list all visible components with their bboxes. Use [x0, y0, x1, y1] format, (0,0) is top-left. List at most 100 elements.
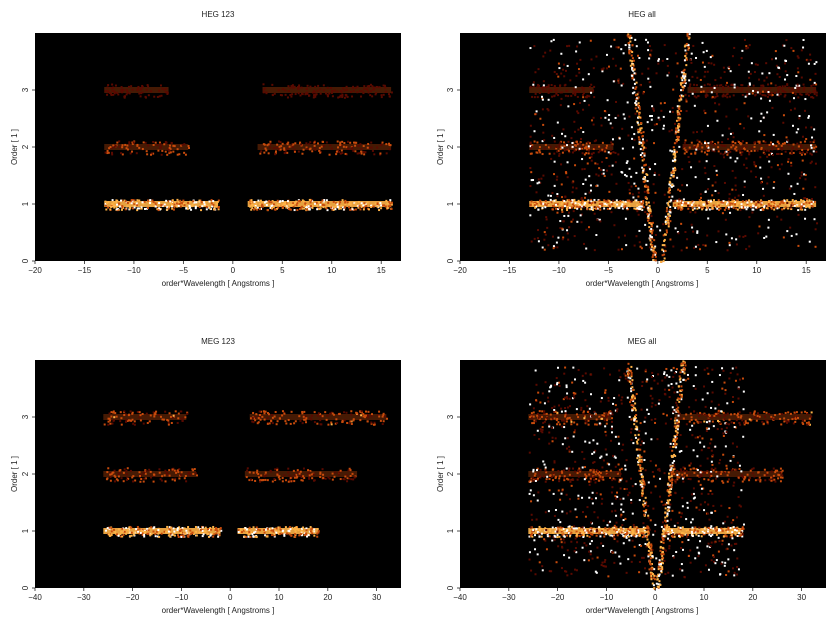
noise-pixel [530, 179, 533, 182]
order-3-pixel [381, 415, 384, 418]
order-3-pixel [688, 85, 691, 88]
zeroth-order-streak-pixel [641, 142, 644, 145]
order-1-pixel [538, 528, 541, 531]
order-1-pixel [118, 202, 121, 205]
order-2-pixel [283, 148, 286, 151]
order-2-pixel [711, 480, 714, 483]
order-2-pixel [616, 472, 619, 475]
noise-pixel [770, 166, 773, 169]
order-3-pixel [335, 418, 338, 421]
order-2-pixel [702, 471, 705, 474]
order-2-pixel [759, 143, 762, 146]
order-2-pixel [585, 142, 588, 145]
order-1-pixel [551, 205, 554, 208]
order-1-pixel [778, 206, 781, 209]
order-3-pixel [786, 421, 789, 424]
noise-pixel [577, 68, 580, 71]
order-2-pixel [585, 146, 588, 149]
order-1-pixel [330, 206, 333, 209]
order-2-pixel [126, 148, 129, 151]
order-3-pixel [769, 93, 772, 96]
order-3-pixel [289, 422, 292, 425]
zeroth-order-streak-pixel [672, 175, 675, 178]
order-3-pixel [768, 413, 771, 416]
noise-pixel [734, 188, 737, 191]
order-1-pixel [204, 526, 207, 529]
order-1-pixel [141, 532, 144, 535]
noise-pixel [648, 166, 651, 169]
order-1-pixel [154, 535, 157, 538]
order-3-pixel [362, 91, 365, 94]
order-1-pixel [283, 534, 286, 537]
order-2-pixel [167, 148, 170, 151]
order-3-pixel [301, 422, 304, 425]
noise-pixel [560, 410, 563, 413]
noise-pixel [706, 124, 709, 127]
noise-pixel [535, 110, 538, 113]
noise-pixel [576, 45, 579, 48]
order-1-pixel [679, 199, 682, 202]
order-2-pixel [779, 467, 782, 470]
order-1-pixel [243, 529, 246, 532]
order-3-pixel [713, 413, 716, 416]
order-3-pixel [180, 410, 183, 413]
noise-pixel [810, 160, 813, 163]
order-2-pixel [530, 477, 533, 480]
noise-pixel [585, 247, 588, 250]
order-1-pixel [611, 203, 614, 206]
noise-pixel [592, 116, 595, 119]
order-1-pixel [723, 208, 726, 211]
order-3-pixel [290, 85, 293, 88]
zeroth-order-streak-pixel [676, 130, 679, 133]
order-1-pixel [601, 528, 604, 531]
order-2-pixel [293, 476, 296, 479]
order-3-pixel [294, 420, 297, 423]
noise-pixel [529, 167, 532, 170]
noise-pixel [568, 211, 571, 214]
order-3-pixel [279, 94, 282, 97]
order-2-pixel [735, 146, 738, 149]
order-2-pixel [308, 475, 311, 478]
noise-pixel [556, 193, 559, 196]
order-2-pixel [345, 153, 348, 156]
order-1-pixel [640, 202, 643, 205]
noise-pixel [637, 195, 640, 198]
zeroth-order-streak-pixel [641, 144, 644, 147]
order-2-pixel [109, 479, 112, 482]
order-2-pixel [188, 147, 191, 150]
noise-pixel [745, 47, 748, 50]
order-1-pixel [740, 528, 743, 531]
order-3-pixel [722, 93, 725, 96]
zeroth-order-streak-pixel [668, 183, 671, 186]
zeroth-order-streak-pixel [645, 185, 648, 188]
order-1-pixel [693, 530, 696, 533]
order-3-pixel [574, 92, 577, 95]
order-3-pixel [529, 416, 532, 419]
order-1-pixel [674, 206, 677, 209]
order-2-pixel [536, 467, 539, 470]
order-3-pixel [345, 88, 348, 91]
order-3-pixel [583, 417, 586, 420]
order-3-pixel [137, 85, 140, 88]
order-1-pixel [332, 200, 335, 203]
order-2-pixel [259, 480, 262, 483]
noise-pixel [604, 116, 607, 119]
order-1-pixel [380, 207, 383, 210]
order-2-pixel [727, 471, 730, 474]
order-2-pixel [112, 144, 115, 147]
noise-pixel [669, 503, 672, 506]
noise-pixel [762, 148, 765, 151]
noise-pixel [618, 206, 621, 209]
order-2-pixel [322, 145, 325, 148]
order-1-pixel [217, 208, 220, 211]
noise-pixel [771, 143, 774, 146]
order-3-pixel [536, 96, 539, 99]
order-2-pixel [569, 480, 572, 483]
noise-pixel [782, 44, 785, 47]
noise-pixel [623, 117, 626, 120]
zeroth-order-streak-pixel [643, 176, 646, 179]
zeroth-order-streak-pixel [672, 167, 675, 170]
noise-pixel [605, 169, 608, 172]
order-2-pixel [265, 149, 268, 152]
order-1-pixel [381, 204, 384, 207]
